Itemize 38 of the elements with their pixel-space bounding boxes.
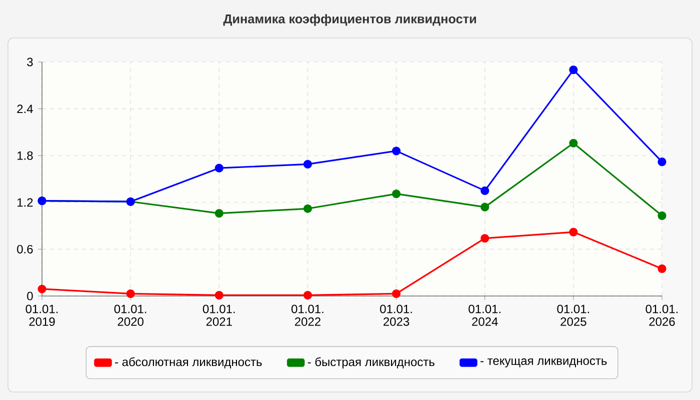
point — [303, 290, 312, 300]
point — [214, 209, 224, 218]
point — [569, 66, 578, 74]
y-tick-label: 0.6 — [17, 244, 33, 254]
point — [392, 289, 401, 298]
x-tick-label: 01.01. 2019 — [26, 304, 58, 326]
point — [658, 211, 666, 220]
point — [126, 289, 135, 298]
chart-title: Динамика коэффициентов ликвидности — [223, 14, 476, 26]
y-tick-label: 1.2 — [18, 198, 33, 207]
y-tick-label: 1.8 — [18, 151, 33, 160]
x-tick-label: 01.01. 2023 — [380, 304, 412, 326]
point — [480, 202, 490, 212]
point — [214, 290, 224, 300]
point — [303, 204, 312, 213]
legend-label: - текущая ликвидность — [480, 358, 607, 368]
y-tick-label: 0 — [27, 292, 33, 300]
x-tick-label: 01.01. 2024 — [468, 304, 500, 326]
point — [392, 146, 401, 156]
point — [658, 158, 666, 166]
point — [658, 264, 666, 273]
legend-label: - абсолютная ликвидность — [115, 357, 262, 368]
x-tick-label: 01.01. 2021 — [202, 304, 235, 326]
point — [480, 234, 490, 243]
point — [569, 138, 578, 148]
legend-label: - быстрая ликвидность — [308, 357, 434, 369]
x-tick-label: 01.01. 2025 — [557, 304, 590, 326]
point — [214, 164, 224, 172]
x-tick-label: 01.01. 2020 — [114, 304, 146, 326]
y-tick-label: 2.4 — [17, 104, 33, 113]
point — [480, 186, 490, 195]
x-tick-label: 01.01. 2022 — [291, 304, 324, 326]
point — [303, 160, 312, 168]
point — [392, 190, 401, 198]
point — [38, 284, 46, 294]
x-tick-label: 01.01. 2026 — [646, 304, 678, 326]
point — [569, 228, 578, 236]
y-tick-label: 3 — [27, 58, 33, 66]
